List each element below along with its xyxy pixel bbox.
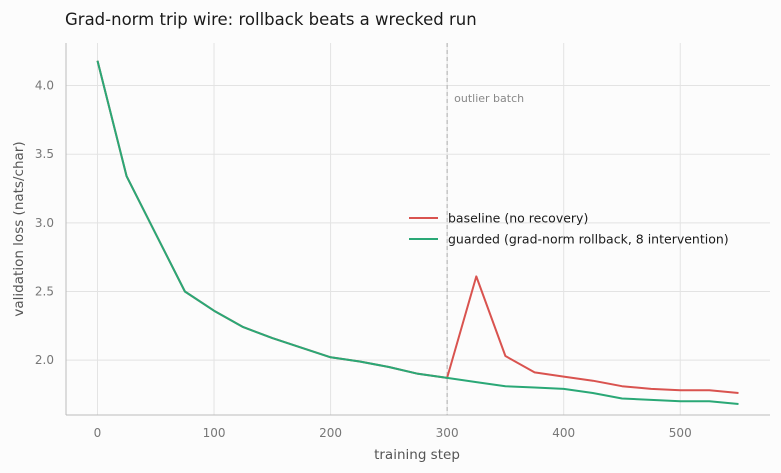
legend: baseline (no recovery) guarded (grad-norm… [409,211,729,247]
series-lines [96,60,739,405]
y-tick-label: 3.0 [35,216,54,230]
y-axis-label: validation loss (nats/char) [11,141,27,316]
y-tick-label: 2.5 [35,284,54,298]
grid [66,43,770,415]
x-axis-label: training step [374,447,460,463]
axes [65,43,770,416]
x-tick-label: 300 [436,426,459,440]
legend-label-0: baseline (no recovery) [448,211,588,226]
y-tick-label: 3.5 [35,147,54,161]
tick-labels: 0 100 200 300 400 500 2.0 2.5 3.0 3.5 4.0 [35,79,692,440]
annotation-layer: outlier batch [446,43,524,415]
y-tick-label: 2.0 [35,353,54,367]
x-tick-label: 500 [669,426,692,440]
series-line-1 [96,60,739,405]
x-tick-label: 200 [319,426,342,440]
x-tick-label: 0 [94,426,102,440]
series-line-0 [96,60,739,394]
legend-label-1: guarded (grad-norm rollback, 8 intervent… [448,232,729,247]
y-tick-label: 4.0 [35,79,54,93]
x-tick-label: 400 [552,426,575,440]
outlier-annotation: outlier batch [454,92,524,105]
chart-title: Grad-norm trip wire: rollback beats a wr… [65,10,477,29]
x-tick-label: 100 [203,426,226,440]
